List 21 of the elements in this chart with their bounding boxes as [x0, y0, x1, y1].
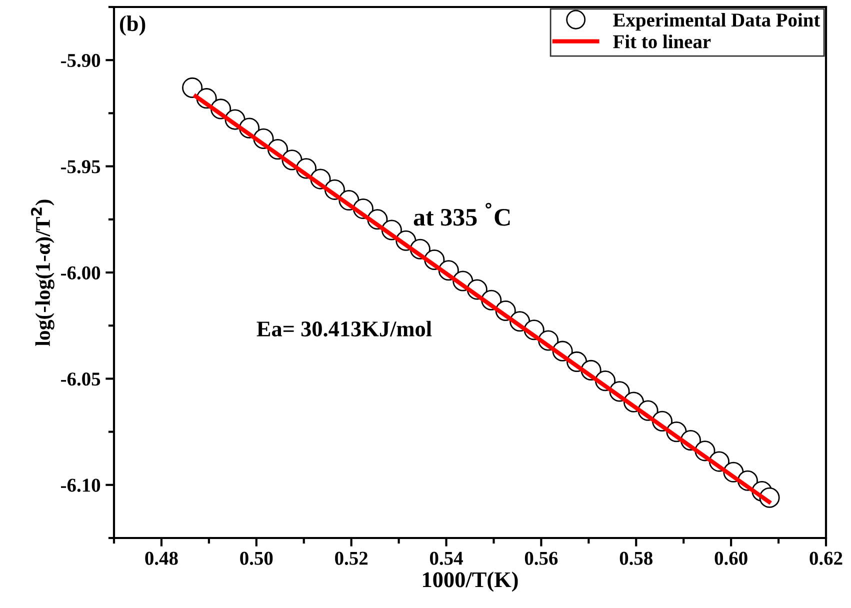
annotation: (b)	[120, 16, 146, 36]
point	[182, 77, 203, 98]
x-tick-label: 0.56	[524, 552, 558, 565]
x-tick-label: 0.52	[335, 552, 368, 565]
y-tick-label: -5.90	[61, 54, 100, 68]
annotation: Ea= 30.413KJ/mol	[256, 320, 432, 337]
x-tick-label: 0.48	[145, 552, 178, 565]
legend-label: Fit to linear	[613, 34, 711, 48]
x-tick-label: 0.60	[714, 552, 748, 565]
x-tick-label: 0.54	[430, 552, 463, 565]
y-tick-label: -6.00	[61, 266, 100, 280]
x-tick-label: 0.62	[810, 552, 842, 565]
x-axis-title: 1000/T(K)	[423, 572, 518, 592]
annotation: at 335 $^{°}$C	[414, 202, 510, 226]
y-tick-label: -5.95	[61, 160, 100, 174]
y-tick-label: -6.10	[61, 478, 100, 492]
legend-label: Experimental Data Point	[613, 12, 820, 31]
y-tick-label: -6.05	[61, 372, 100, 386]
x-tick-label: 0.58	[620, 552, 653, 565]
y-axis-title: log(-log(1-α)/T$^{2}$)	[31, 200, 54, 346]
x-tick-label: 0.50	[240, 552, 273, 565]
